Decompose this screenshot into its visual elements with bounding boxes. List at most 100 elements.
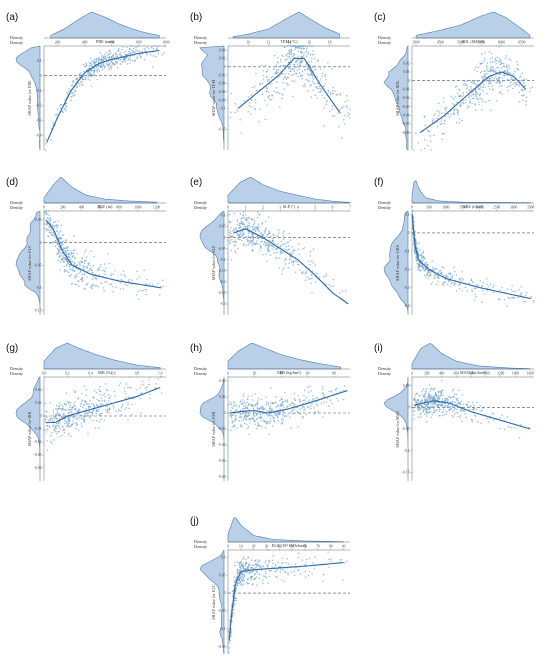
- scatter-point: [54, 220, 57, 223]
- scatter-point: [52, 414, 55, 416]
- scatter-point: [312, 66, 314, 69]
- scatter-point: [307, 67, 309, 70]
- scatter-points: [43, 210, 164, 300]
- scatter-point: [486, 62, 489, 64]
- scatter-point: [299, 408, 301, 410]
- scatter-point: [510, 78, 512, 81]
- scatter-point: [241, 235, 243, 237]
- scatter-point: [476, 80, 479, 83]
- scatter-point: [306, 47, 308, 50]
- scatter-point: [89, 264, 91, 267]
- scatter-point: [236, 568, 239, 570]
- scatter-point: [133, 59, 136, 62]
- scatter-point: [276, 568, 279, 571]
- scatter-point: [248, 414, 251, 417]
- scatter-point: [243, 100, 245, 102]
- x-tick-label: 70: [316, 545, 320, 549]
- density-label-top: Density: [194, 35, 208, 40]
- scatter-point: [255, 89, 258, 92]
- scatter-point: [261, 93, 264, 95]
- scatter-point: [454, 282, 456, 285]
- scatter-point: [457, 110, 459, 112]
- scatter-point: [444, 399, 446, 401]
- scatter-point: [297, 568, 300, 571]
- density-y-curve: [15, 45, 41, 151]
- scatter-point: [533, 299, 535, 302]
- scatter-point: [267, 401, 270, 404]
- scatter-point: [506, 66, 508, 69]
- scatter-point: [78, 272, 80, 274]
- scatter-point: [319, 80, 321, 82]
- x-tick-label: 50: [290, 545, 294, 549]
- scatter-point: [228, 647, 231, 649]
- scatter-point: [142, 289, 144, 292]
- scatter-point: [296, 46, 298, 48]
- scatter-point: [452, 416, 455, 418]
- scatter-point: [132, 47, 135, 50]
- scatter-point: [82, 406, 84, 409]
- scatter-point: [520, 79, 522, 82]
- scatter-point: [146, 386, 148, 388]
- scatter-point: [81, 392, 83, 395]
- scatter-point: [46, 212, 48, 215]
- scatter-point: [130, 45, 132, 47]
- scatter-point: [104, 399, 106, 401]
- scatter-point: [280, 397, 283, 399]
- scatter-point: [241, 413, 243, 415]
- scatter-point: [494, 70, 497, 73]
- scatter-point: [96, 78, 99, 81]
- scatter-point: [469, 405, 472, 408]
- scatter-point: [95, 61, 98, 63]
- y-tick-label: 0.02: [403, 62, 409, 66]
- scatter-point: [453, 393, 456, 396]
- scatter-point: [286, 406, 288, 409]
- scatter-point: [304, 576, 307, 578]
- scatter-point: [258, 407, 260, 410]
- scatter-point: [305, 65, 308, 68]
- scatter-point: [492, 291, 495, 293]
- scatter-point: [282, 419, 285, 421]
- scatter-point: [247, 239, 249, 241]
- y-tick-label: -0.03: [402, 105, 410, 109]
- scatter-point: [449, 397, 452, 399]
- scatter-point: [138, 50, 140, 52]
- scatter-point: [90, 285, 93, 288]
- scatter-point: [106, 405, 109, 407]
- scatter-point: [59, 105, 61, 107]
- scatter-point: [281, 562, 283, 565]
- scatter-point: [267, 566, 269, 568]
- scatter-point: [520, 89, 522, 92]
- x-tick-label: 1000: [134, 206, 141, 210]
- scatter-point: [297, 556, 300, 559]
- scatter-point: [80, 403, 83, 405]
- density-y-curve: [199, 549, 225, 655]
- scatter-point: [59, 402, 61, 404]
- scatter-point: [54, 426, 57, 428]
- scatter-point: [60, 237, 63, 240]
- scatter-point: [458, 389, 460, 391]
- scatter-point: [322, 276, 325, 278]
- scatter-point: [108, 262, 110, 265]
- scatter-point: [461, 289, 464, 292]
- scatter-point: [130, 283, 133, 285]
- scatter-point: [455, 290, 458, 292]
- scatter-point: [250, 403, 252, 406]
- scatter-point: [257, 564, 260, 567]
- scatter-point: [292, 45, 295, 47]
- scatter-point: [246, 225, 249, 227]
- scatter-point: [243, 579, 245, 582]
- scatter-point: [230, 238, 233, 241]
- scatter-point: [83, 268, 85, 271]
- scatter-point: [282, 411, 284, 413]
- scatter-point: [461, 270, 463, 273]
- scatter-point: [293, 570, 296, 572]
- scatter-point: [444, 406, 447, 408]
- scatter-point: [242, 222, 245, 225]
- scatter-point: [91, 411, 93, 413]
- scatter-point: [422, 407, 425, 409]
- scatter-point: [255, 559, 257, 561]
- scatter-point: [239, 233, 242, 235]
- scatter-point: [289, 239, 292, 241]
- scatter-point: [449, 280, 451, 282]
